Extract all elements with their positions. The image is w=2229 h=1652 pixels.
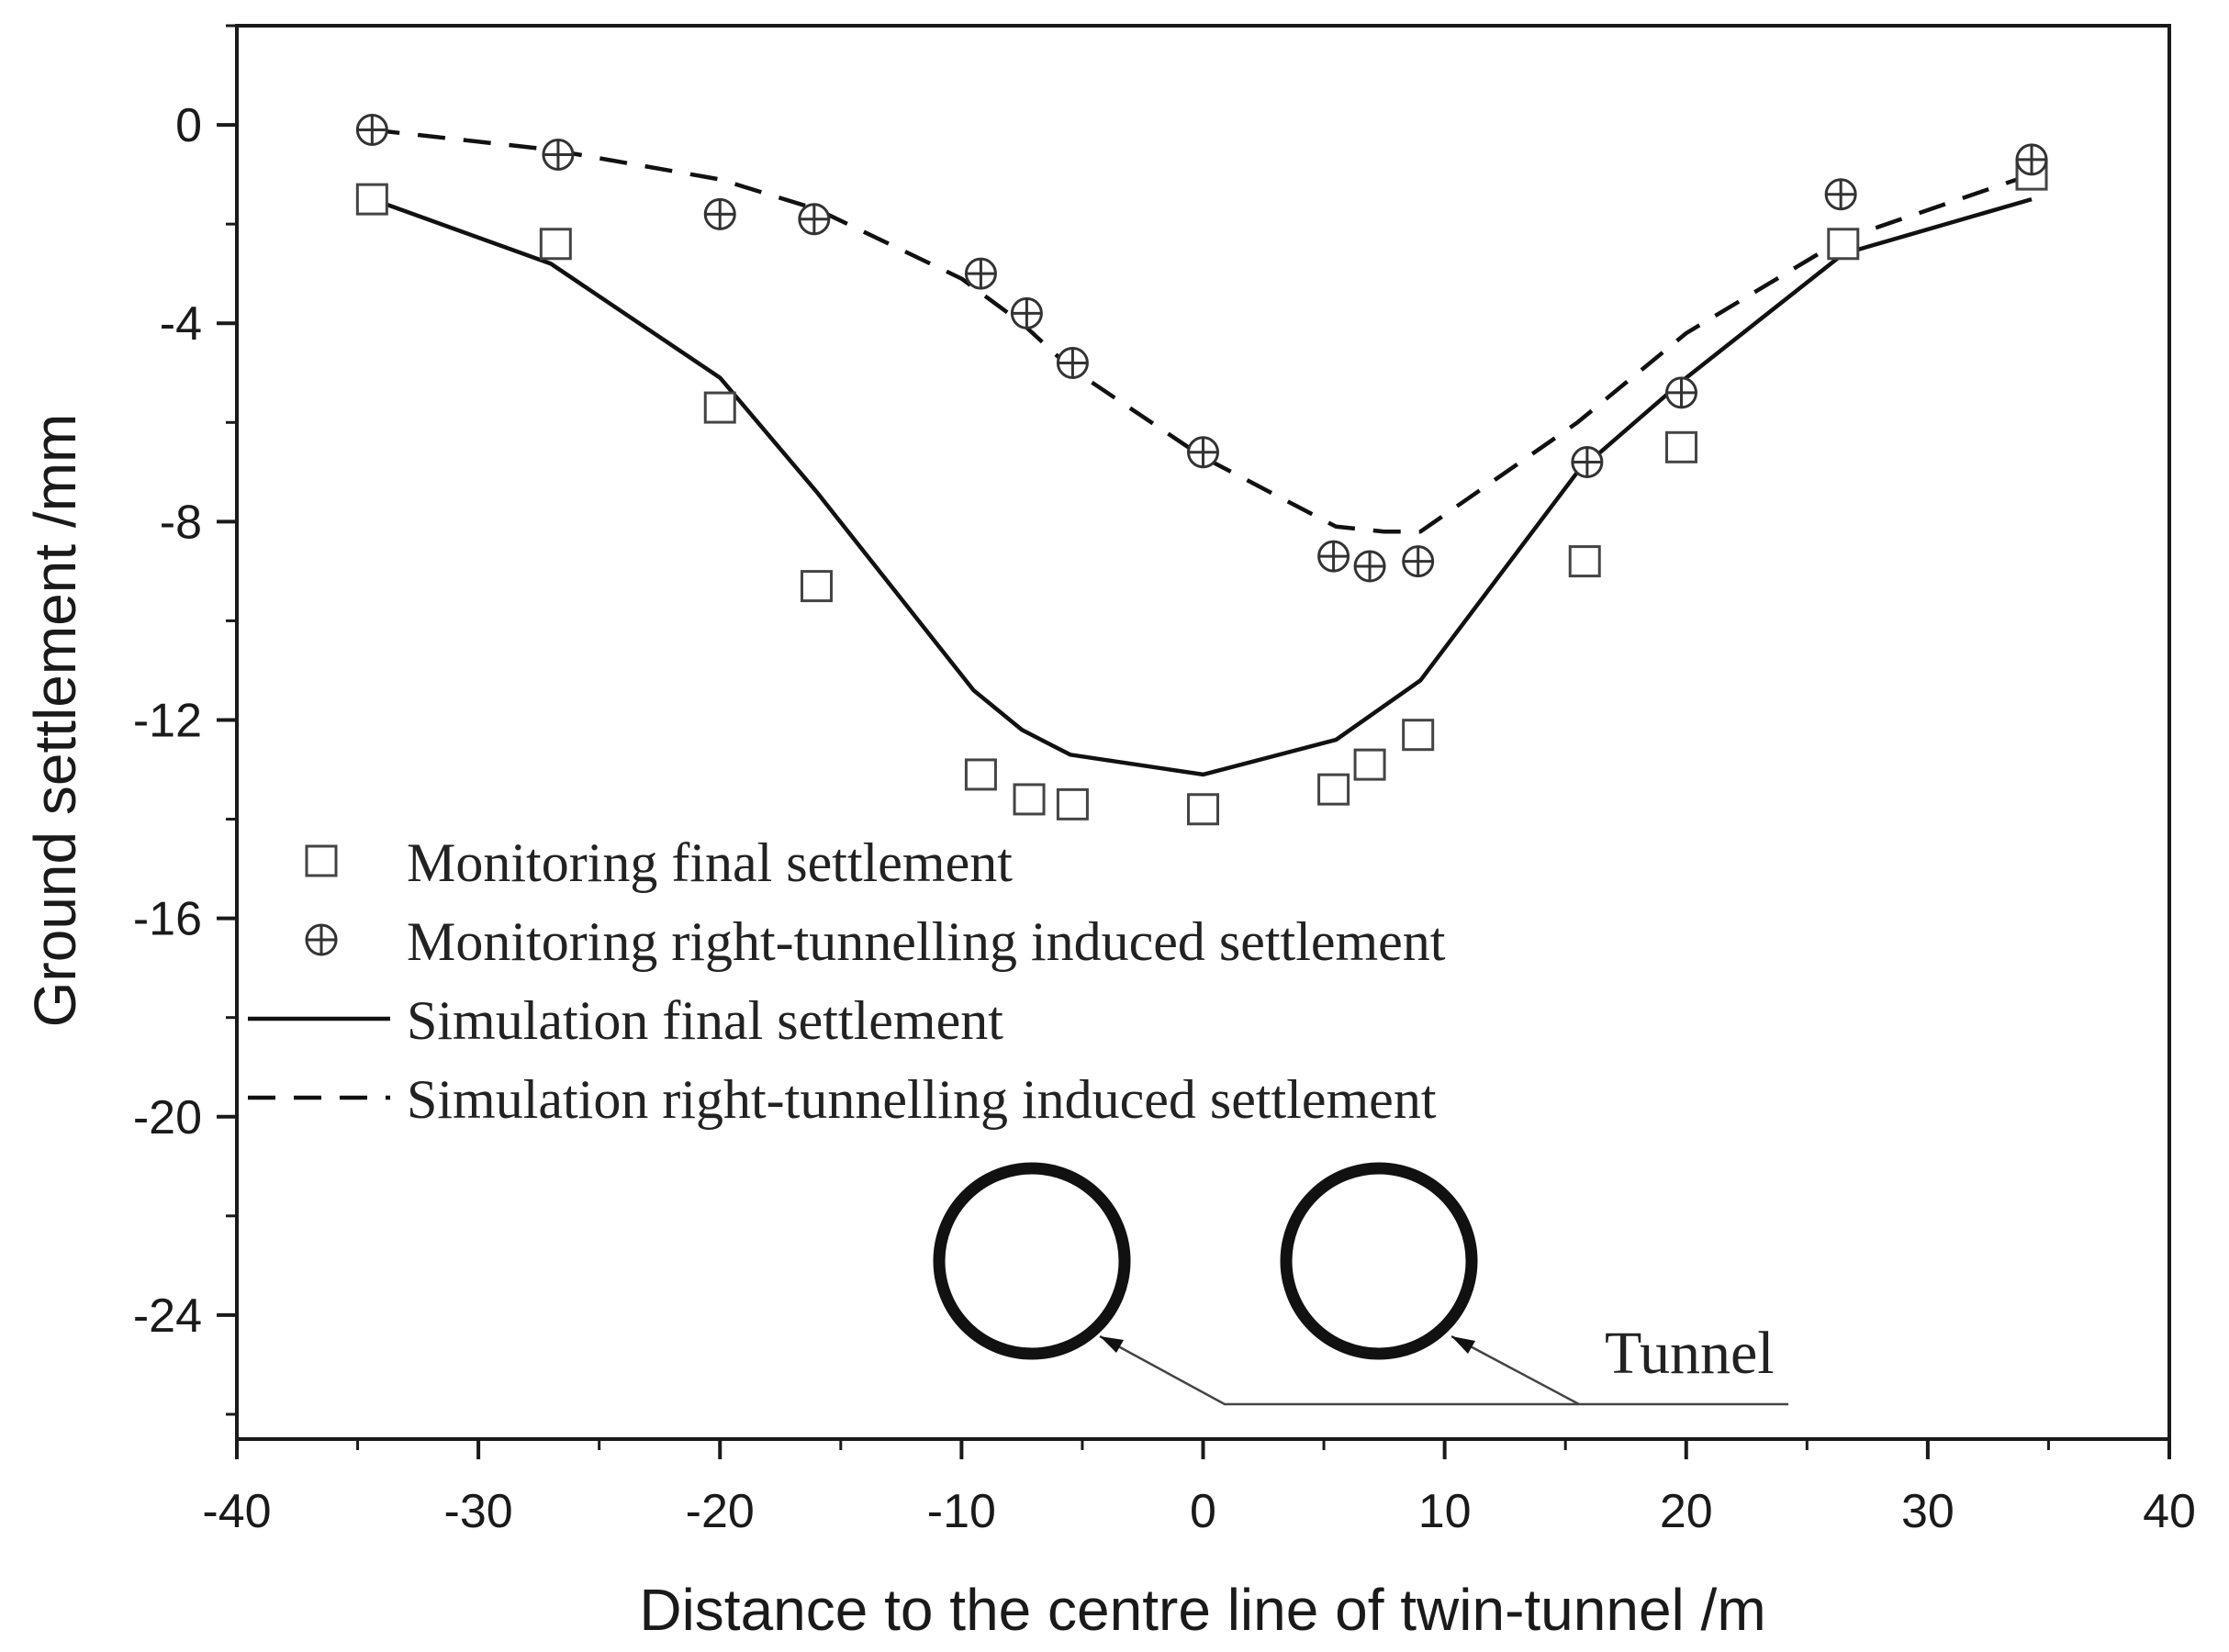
y-axis-tick-labels: 0 -4 -8 -12 -16 -20 -24 (133, 99, 202, 1343)
final-settlement-point (539, 228, 572, 261)
right-tunnelling-point (1010, 296, 1043, 329)
left-tunnel-arrowhead (1100, 1336, 1124, 1353)
x-tick-label: -10 (927, 1485, 996, 1538)
y-tick-label: 0 (175, 99, 202, 152)
right-tunnelling-point (1664, 376, 1697, 409)
y-tick-label: -12 (133, 694, 202, 747)
right-tunnelling-point (1402, 545, 1435, 578)
tunnel-illustration: Tunnel (933, 1162, 1788, 1406)
x-tick-label: 30 (1901, 1485, 1955, 1538)
right-tunnelling-point (1571, 446, 1604, 479)
legend-label: Monitoring right-tunnelling induced sett… (407, 911, 1446, 972)
y-axis-ticks (217, 24, 237, 1416)
x-tick-label: 0 (1190, 1485, 1216, 1538)
x-tick-label: -40 (202, 1485, 271, 1538)
final-settlement-point (1317, 773, 1350, 806)
y-tick-label: -8 (160, 496, 202, 549)
series-markers (355, 113, 2048, 826)
x-tick-label: -20 (686, 1485, 755, 1538)
right-tunnelling-point (1824, 178, 1857, 211)
right-tunnelling-point (1056, 346, 1089, 379)
right-tunnelling-point (542, 138, 575, 171)
x-tick-label: -30 (444, 1485, 513, 1538)
legend-label: Simulation final settlement (407, 990, 1003, 1051)
left-tunnel-circle (933, 1162, 1131, 1360)
legend-circle-plus-marker (305, 923, 338, 956)
legend-square-marker (305, 844, 338, 877)
final-settlement-point (1056, 787, 1089, 820)
right-tunnelling-point (1317, 540, 1350, 573)
x-axis-tick-labels: -40 -30 -20 -10 0 10 20 30 40 (202, 1485, 2196, 1538)
tunnel-annotation: Tunnel (1605, 1320, 1775, 1387)
x-tick-label: 10 (1418, 1485, 1472, 1538)
right-tunnelling-point (798, 203, 831, 236)
x-tick-label: 20 (1660, 1485, 1713, 1538)
legend-label: Monitoring final settlement (407, 832, 1013, 893)
final-settlement-point (1664, 430, 1697, 463)
right-tunnelling-point (355, 113, 388, 146)
final-settlement-point (1568, 545, 1601, 578)
final-settlement-point (1187, 793, 1219, 826)
y-tick-label: -20 (133, 1091, 202, 1144)
y-tick-label: -16 (133, 893, 202, 946)
final-settlement-point (1013, 783, 1046, 816)
legend: Monitoring final settlement Monitoring ri… (248, 832, 1446, 1130)
y-tick-label: -4 (160, 297, 202, 351)
x-axis-title: Distance to the centre line of twin-tunn… (639, 1577, 1765, 1643)
right-tunnelling-point (1353, 550, 1386, 583)
final-settlement-point (355, 183, 388, 216)
right-tunnel-circle (1280, 1162, 1478, 1360)
final-settlement-point (1353, 748, 1386, 781)
legend-label: Simulation right-tunnelling induced sett… (407, 1069, 1437, 1130)
y-tick-label: -24 (133, 1289, 202, 1343)
right-tunnelling-point (703, 197, 736, 230)
right-tunnelling-point (2015, 143, 2048, 176)
simulation-right-tunnelling-line (372, 128, 2033, 534)
final-settlement-point (801, 570, 833, 603)
right-tunnelling-point (1187, 436, 1219, 469)
final-settlement-point (964, 758, 997, 791)
tunnel-leader-line (1099, 1334, 1788, 1406)
right-tunnelling-point (964, 257, 997, 290)
x-tick-label: 40 (2143, 1485, 2196, 1538)
final-settlement-point (1827, 228, 1860, 261)
tunnel-leader-line-right (1451, 1334, 1580, 1406)
right-tunnel-arrowhead (1451, 1336, 1475, 1354)
final-settlement-point (1402, 719, 1435, 752)
y-axis-title: Ground settlement /mm (22, 414, 88, 1028)
x-axis-ticks (235, 1439, 2171, 1459)
final-settlement-point (703, 391, 736, 424)
